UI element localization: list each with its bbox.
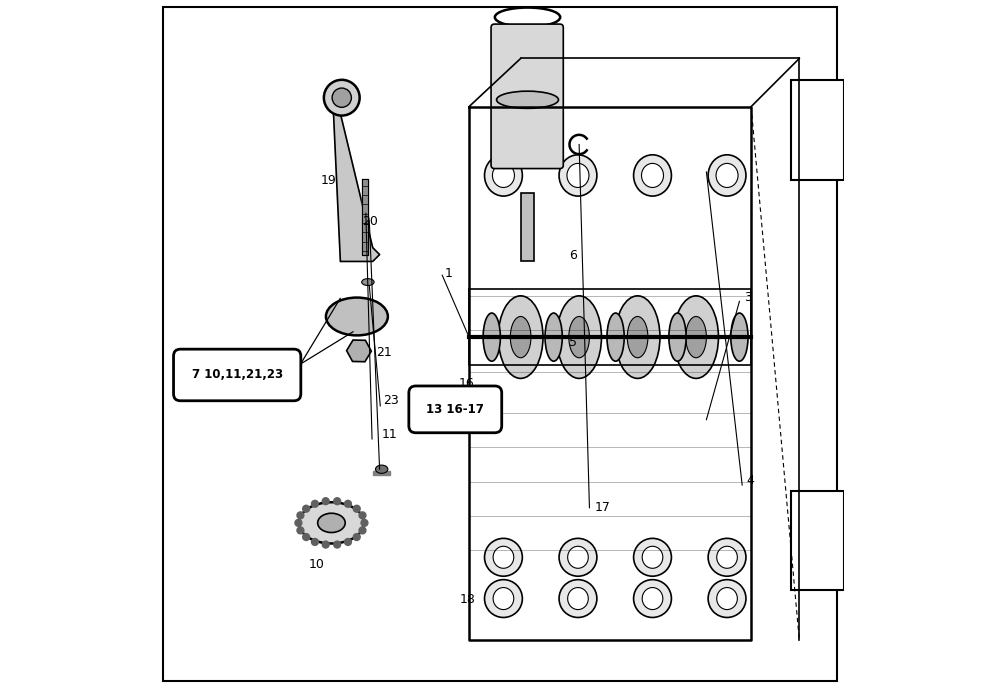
Ellipse shape xyxy=(375,465,388,473)
Text: 5: 5 xyxy=(569,336,577,349)
Ellipse shape xyxy=(708,579,746,618)
Polygon shape xyxy=(334,114,380,261)
Circle shape xyxy=(334,541,341,548)
Text: 21: 21 xyxy=(376,346,392,358)
Ellipse shape xyxy=(615,296,660,378)
Circle shape xyxy=(297,527,304,534)
Ellipse shape xyxy=(607,313,624,361)
Ellipse shape xyxy=(567,164,589,188)
Circle shape xyxy=(297,512,304,519)
Circle shape xyxy=(334,497,341,504)
Ellipse shape xyxy=(669,313,686,361)
Bar xyxy=(791,491,844,590)
Text: 6: 6 xyxy=(569,250,577,262)
Ellipse shape xyxy=(569,316,589,358)
Ellipse shape xyxy=(485,539,522,577)
Ellipse shape xyxy=(493,546,514,568)
Ellipse shape xyxy=(627,316,648,358)
Bar xyxy=(521,193,534,261)
Text: 1: 1 xyxy=(445,268,453,280)
Ellipse shape xyxy=(559,579,597,618)
Ellipse shape xyxy=(686,316,706,358)
Ellipse shape xyxy=(332,88,351,107)
Text: 10: 10 xyxy=(309,558,325,570)
Text: 3: 3 xyxy=(744,291,752,303)
Ellipse shape xyxy=(674,296,718,378)
Ellipse shape xyxy=(642,588,663,610)
Ellipse shape xyxy=(545,313,562,361)
Ellipse shape xyxy=(731,313,748,361)
Circle shape xyxy=(361,519,368,526)
Ellipse shape xyxy=(634,539,671,577)
Circle shape xyxy=(345,539,351,546)
FancyBboxPatch shape xyxy=(174,350,301,401)
Ellipse shape xyxy=(557,296,601,378)
Ellipse shape xyxy=(568,546,588,568)
Polygon shape xyxy=(362,179,368,255)
Circle shape xyxy=(295,519,302,526)
Ellipse shape xyxy=(708,539,746,577)
Circle shape xyxy=(322,541,329,548)
Circle shape xyxy=(345,500,351,507)
Ellipse shape xyxy=(634,579,671,618)
Bar xyxy=(791,80,844,180)
Text: 7 10,11,21,23: 7 10,11,21,23 xyxy=(192,369,283,381)
Circle shape xyxy=(322,497,329,504)
Ellipse shape xyxy=(362,279,374,286)
Text: 18: 18 xyxy=(460,594,476,606)
Polygon shape xyxy=(373,471,390,475)
Ellipse shape xyxy=(318,513,345,533)
Ellipse shape xyxy=(568,588,588,610)
Text: 23: 23 xyxy=(383,394,399,407)
Circle shape xyxy=(311,500,318,507)
Circle shape xyxy=(359,512,366,519)
Text: 16: 16 xyxy=(459,378,474,390)
Ellipse shape xyxy=(493,588,514,610)
Ellipse shape xyxy=(717,546,737,568)
Circle shape xyxy=(303,534,310,541)
Ellipse shape xyxy=(324,80,360,116)
Text: 17: 17 xyxy=(595,502,611,514)
Ellipse shape xyxy=(559,539,597,577)
Ellipse shape xyxy=(641,164,664,188)
Text: 13 16-17: 13 16-17 xyxy=(426,403,484,416)
Text: 11: 11 xyxy=(382,429,397,441)
Ellipse shape xyxy=(299,502,364,544)
Ellipse shape xyxy=(642,546,663,568)
Ellipse shape xyxy=(708,155,746,196)
Circle shape xyxy=(353,505,360,512)
Ellipse shape xyxy=(498,296,543,378)
Ellipse shape xyxy=(497,92,558,109)
Ellipse shape xyxy=(716,164,738,188)
Circle shape xyxy=(359,527,366,534)
Circle shape xyxy=(303,505,310,512)
Ellipse shape xyxy=(634,155,671,196)
Ellipse shape xyxy=(485,579,522,618)
FancyBboxPatch shape xyxy=(491,24,563,169)
Ellipse shape xyxy=(559,155,597,196)
Circle shape xyxy=(353,534,360,541)
Text: 20: 20 xyxy=(362,215,378,228)
Ellipse shape xyxy=(717,588,737,610)
Ellipse shape xyxy=(485,155,522,196)
Circle shape xyxy=(311,539,318,546)
Ellipse shape xyxy=(510,316,531,358)
FancyBboxPatch shape xyxy=(409,386,502,433)
Ellipse shape xyxy=(483,313,500,361)
Text: 19: 19 xyxy=(321,174,337,186)
Text: 4: 4 xyxy=(746,474,754,486)
Ellipse shape xyxy=(326,297,388,336)
Ellipse shape xyxy=(492,164,514,188)
